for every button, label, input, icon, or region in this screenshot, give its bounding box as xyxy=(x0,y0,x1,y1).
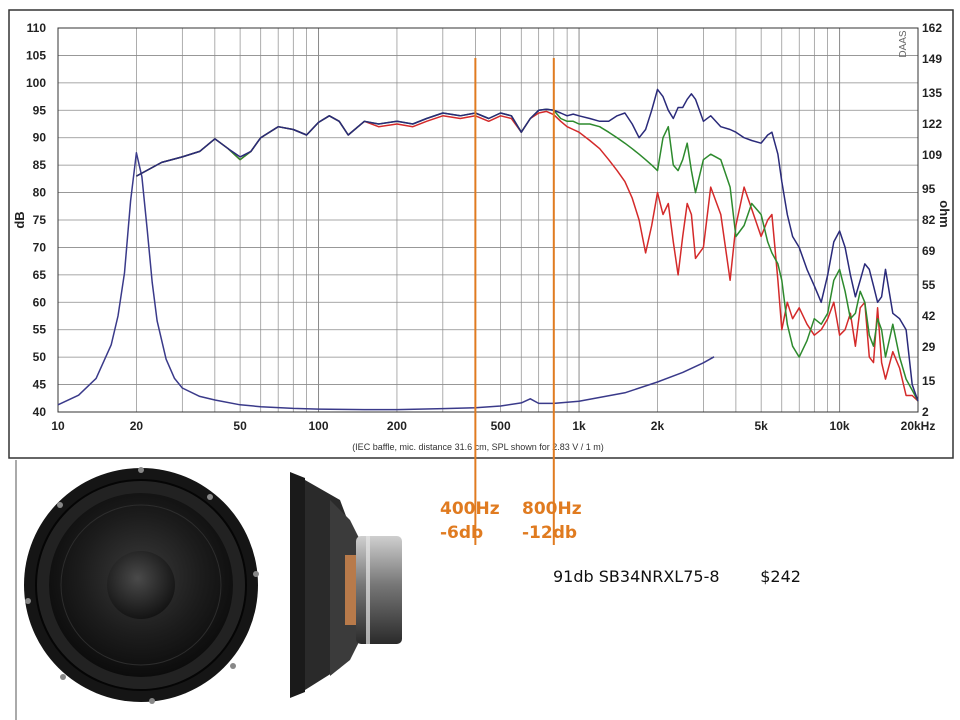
y-left-tick-label: 45 xyxy=(33,378,47,392)
annotation-800hz-label: 800Hz xyxy=(522,499,582,519)
series-line-3 xyxy=(57,152,715,411)
y-left-tick-label: 60 xyxy=(33,295,47,309)
speaker-side-view xyxy=(290,472,402,698)
y-right-tick-label: 162 xyxy=(922,21,942,35)
y-right-tick-label: 122 xyxy=(922,117,942,131)
annotation-400hz: 400Hz -6db xyxy=(440,497,500,545)
axis-labels: 40 45 50 55 60 65 70 75 80 85 90 95 100 105 110 2 15 29 42… xyxy=(26,21,942,433)
y-left-tick-label: 80 xyxy=(33,186,47,200)
y-left-tick-label: 90 xyxy=(33,131,47,145)
x-tick-label: 1k xyxy=(572,419,586,433)
y-left-tick-label: 65 xyxy=(33,268,47,282)
y-left-tick-label: 110 xyxy=(27,21,47,35)
y-right-tick-label: 149 xyxy=(922,52,942,66)
annotation-400hz-value: -6db xyxy=(440,523,484,543)
product-info: 91db SB34NRXL75-8 $242 xyxy=(553,567,801,586)
x-tick-label: 500 xyxy=(491,419,511,433)
y-left-tick-label: 105 xyxy=(26,48,46,62)
chart-footnote: (IEC baffle, mic. distance 31.6 cm, SPL … xyxy=(352,442,604,452)
chart-frame xyxy=(8,9,954,459)
annotation-lines xyxy=(474,58,555,545)
x-tick-label: 200 xyxy=(387,419,407,433)
series-line-0 xyxy=(136,88,919,402)
y-right-tick-label: 69 xyxy=(922,244,936,258)
y-left-tick-label: 75 xyxy=(33,213,47,227)
x-tick-label: 5k xyxy=(754,419,768,433)
x-tick-label: 2k xyxy=(651,419,665,433)
y-right-tick-label: 109 xyxy=(922,148,942,162)
y-left-tick-label: 55 xyxy=(33,323,47,337)
y-left-tick-label: 50 xyxy=(33,350,47,364)
x-tick-label: 20 xyxy=(130,419,144,433)
y-right-tick-label: 2 xyxy=(922,405,929,419)
plot-border xyxy=(57,27,919,413)
y-left-tick-label: 40 xyxy=(33,405,47,419)
y-right-tick-label: 82 xyxy=(922,213,936,227)
y-left-tick-label: 85 xyxy=(33,158,47,172)
y-right-tick-label: 135 xyxy=(922,86,942,100)
y-right-tick-label: 95 xyxy=(922,182,936,196)
x-tick-label: 20kHz xyxy=(901,419,936,433)
annotation-400hz-label: 400Hz xyxy=(440,499,500,519)
annotation-800hz: 800Hz -12db xyxy=(522,497,582,545)
plot-area xyxy=(57,88,919,411)
y-right-tick-label: 15 xyxy=(922,374,936,388)
x-tick-label: 10k xyxy=(830,419,850,433)
x-tick-label: 10 xyxy=(51,419,65,433)
y-right-tick-label: 29 xyxy=(922,340,936,354)
y-left-tick-label: 70 xyxy=(33,240,47,254)
y-left-tick-label: 95 xyxy=(33,103,47,117)
x-tick-label: 100 xyxy=(309,419,329,433)
annotation-800hz-value: -12db xyxy=(522,523,578,543)
speaker-front-view xyxy=(24,467,259,704)
y-right-tick-label: 42 xyxy=(922,309,936,323)
left-axis-title: dB xyxy=(12,211,27,228)
x-tick-label: 50 xyxy=(233,419,247,433)
right-axis-title: ohm xyxy=(937,200,952,227)
watermark-daas: DAAS xyxy=(898,30,909,58)
y-right-tick-label: 55 xyxy=(922,278,936,292)
y-left-tick-label: 100 xyxy=(26,76,46,90)
